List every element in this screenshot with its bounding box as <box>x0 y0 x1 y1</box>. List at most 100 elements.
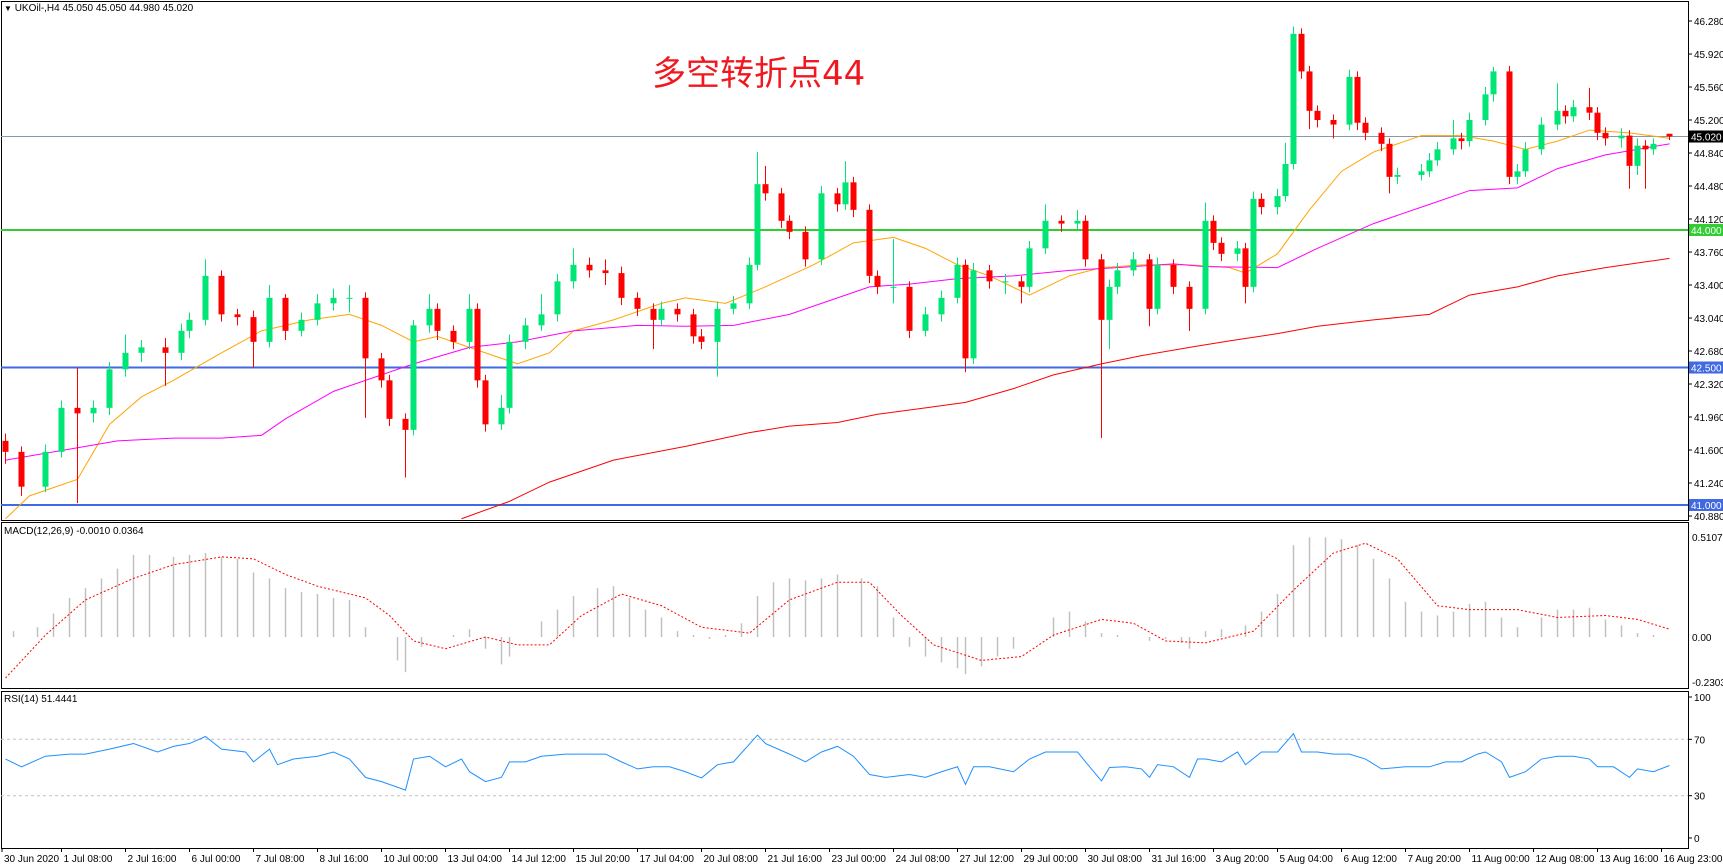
time-tick-label: 13 Aug 16:00 <box>1600 854 1659 865</box>
candle <box>1626 130 1633 189</box>
macd-title: MACD(12,26,9) -0.0010 0.0364 <box>4 526 144 537</box>
candle-body <box>202 275 209 320</box>
candle <box>298 312 305 337</box>
candle <box>1394 167 1401 185</box>
time-tick-label: 7 Jul 08:00 <box>256 854 305 865</box>
candle <box>954 257 961 304</box>
level-label: 44.000 <box>1691 226 1722 237</box>
candle <box>1218 237 1225 262</box>
candle-body <box>1506 71 1513 177</box>
triangle-down-icon[interactable]: ▼ <box>4 4 12 13</box>
candle-body <box>74 407 81 414</box>
candle <box>42 444 49 493</box>
price-tick-label: 43.400 <box>1694 281 1723 292</box>
price-tick-label: 41.600 <box>1694 446 1723 457</box>
rsi-panel <box>1 732 1688 797</box>
candle-body <box>1466 120 1473 142</box>
candle <box>890 239 897 304</box>
candle <box>482 374 489 432</box>
candle <box>1466 112 1473 147</box>
price-panel-frame <box>1 1 1689 521</box>
candle-body <box>1170 264 1177 287</box>
candle-body <box>1562 110 1569 117</box>
candle-body <box>1362 122 1369 133</box>
time-tick-label: 2 Jul 16:00 <box>128 854 177 865</box>
candle-body <box>314 303 321 320</box>
candle-body <box>90 407 97 414</box>
candle <box>538 294 545 331</box>
candle-body <box>1290 33 1297 165</box>
price-tick-label: 41.960 <box>1694 413 1723 424</box>
candle <box>1602 127 1609 146</box>
candle-body <box>786 220 793 232</box>
candle <box>410 319 417 436</box>
candle-body <box>362 297 369 359</box>
time-tick-label: 1 Jul 08:00 <box>64 854 113 865</box>
candle-body <box>874 275 881 287</box>
candle-body <box>1666 133 1673 137</box>
time-tick-label: 10 Jul 00:00 <box>384 854 439 865</box>
candle-body <box>1394 175 1401 177</box>
candle-body <box>1418 171 1425 176</box>
candle <box>986 264 993 289</box>
candle-body <box>474 308 481 381</box>
candle-body <box>378 358 385 381</box>
time-tick-label: 12 Aug 08:00 <box>1536 854 1595 865</box>
macd-tick-label: 0.00 <box>1692 633 1712 644</box>
candle-body <box>850 182 857 210</box>
candle <box>690 308 697 344</box>
candle <box>938 290 945 322</box>
price-tick-label: 41.240 <box>1694 479 1723 490</box>
candle-body <box>1130 259 1137 271</box>
candle <box>234 308 241 326</box>
time-tick-label: 24 Jul 08:00 <box>896 854 951 865</box>
symbol-ohlc: UKOil-,H4 45.050 45.050 44.980 45.020 <box>14 3 194 14</box>
candle <box>1562 105 1569 124</box>
level-label-box <box>1689 499 1723 512</box>
candle <box>1426 153 1433 177</box>
symbol-header: ▼ UKOil-,H4 45.050 45.050 44.980 45.020 <box>4 3 193 14</box>
candle <box>1634 138 1641 176</box>
candle-body <box>498 407 505 425</box>
candle <box>1570 99 1577 122</box>
candle <box>570 248 577 289</box>
candle-body <box>162 347 169 353</box>
candle-body <box>250 317 257 342</box>
candle-body <box>1074 220 1081 224</box>
time-tick-label: 15 Jul 20:00 <box>576 854 631 865</box>
candle-body <box>1282 164 1289 197</box>
horizontal-levels[interactable]: 45.020 44.000 42.500 41.000 <box>1 130 1723 513</box>
time-tick-label: 6 Aug 12:00 <box>1344 854 1398 865</box>
candle <box>1666 133 1673 141</box>
candle-body <box>282 297 289 331</box>
candle-body <box>586 264 593 271</box>
price-tick-label: 40.880 <box>1694 512 1723 523</box>
candle-body <box>234 314 241 318</box>
candle <box>762 165 769 201</box>
candle <box>1506 65 1513 185</box>
candle-body <box>1458 138 1465 142</box>
candle-body <box>1482 94 1489 121</box>
candle-body <box>1626 135 1633 166</box>
candle-body <box>1354 76 1361 123</box>
candle-body <box>1586 107 1593 113</box>
candle <box>282 294 289 341</box>
candle-body <box>1106 286 1113 320</box>
candle <box>498 395 505 430</box>
candle <box>906 281 913 339</box>
candle-body <box>730 303 737 309</box>
candle-body <box>962 264 969 359</box>
level-label-box <box>1689 361 1723 374</box>
candle <box>818 186 825 265</box>
candle-body <box>714 308 721 342</box>
price-tick-label: 44.840 <box>1694 149 1723 160</box>
candle <box>554 274 561 322</box>
candle-body <box>1386 143 1393 177</box>
candle-body <box>1618 135 1625 139</box>
candle <box>634 292 641 317</box>
price-tick-label: 43.760 <box>1694 248 1723 259</box>
candle <box>466 294 473 350</box>
candle-body <box>482 380 489 425</box>
candle <box>314 294 321 326</box>
